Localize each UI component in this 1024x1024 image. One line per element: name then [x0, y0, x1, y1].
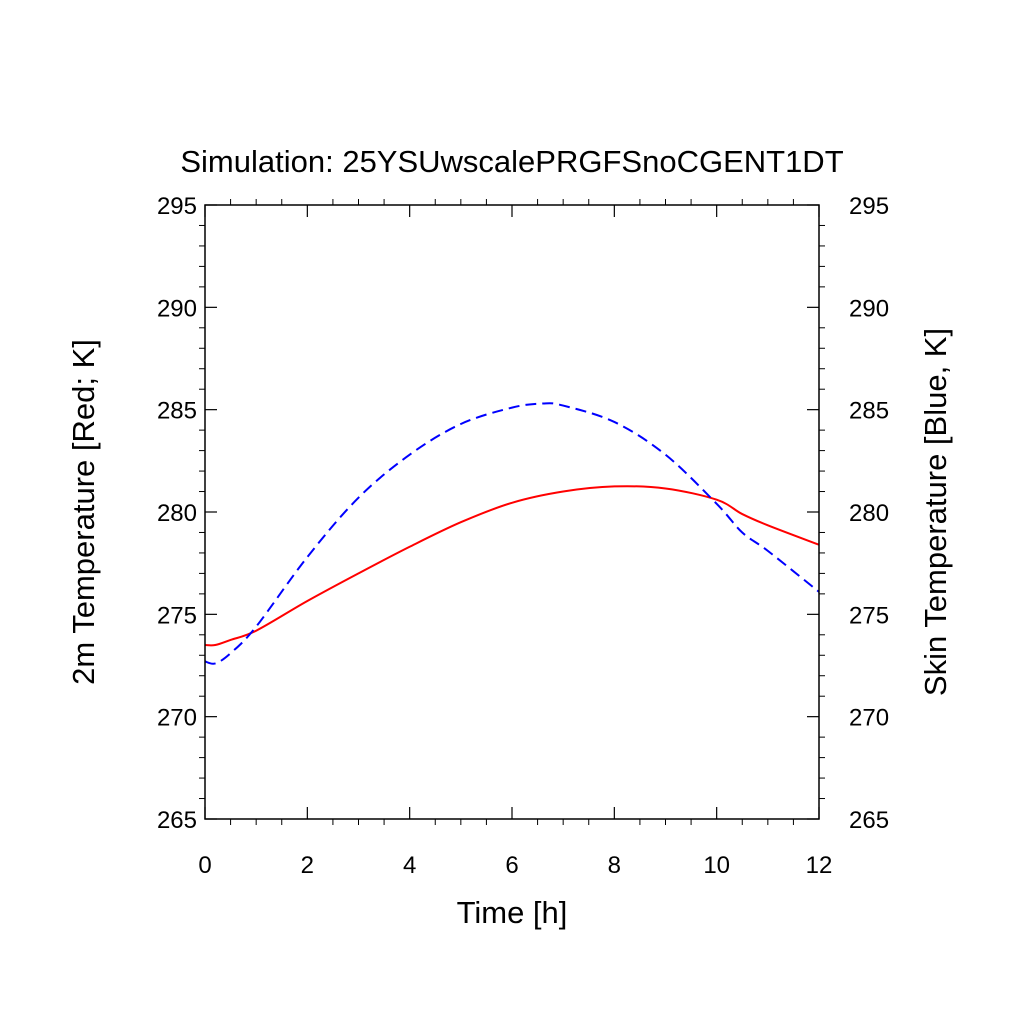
- y-right-tick-label: 295: [849, 193, 889, 220]
- series-line-red: [204, 485, 820, 647]
- series-line-blue: [204, 402, 820, 665]
- y-left-tick-label: 265: [157, 807, 197, 834]
- series-layer: [204, 402, 820, 665]
- y-right-tick-label: 280: [849, 500, 889, 527]
- y-right-tick-labels: 265 270 275 280 285 290 295: [849, 193, 889, 834]
- minor-ticks: [199, 199, 825, 825]
- y-left-tick-label: 270: [157, 705, 197, 732]
- y-left-tick-label: 280: [157, 500, 197, 527]
- y-left-tick-label: 290: [157, 295, 197, 322]
- y-left-tick-labels: 265 270 275 280 285 290 295: [157, 193, 197, 834]
- y-right-axis-title: Skin Temperature [Blue, K]: [918, 328, 953, 696]
- major-ticks: [204, 204, 820, 820]
- x-tick-label: 4: [403, 852, 416, 879]
- y-right-tick-label: 265: [849, 807, 889, 834]
- y-right-tick-label: 290: [849, 295, 889, 322]
- y-left-tick-label: 275: [157, 602, 197, 629]
- x-tick-label: 12: [806, 852, 833, 879]
- y-left-tick-label: 295: [157, 193, 197, 220]
- y-left-tick-label: 285: [157, 398, 197, 425]
- plot-frame: [204, 204, 820, 820]
- y-right-tick-label: 285: [849, 398, 889, 425]
- x-tick-labels: 0 2 4 6 8 10 12: [198, 852, 832, 879]
- chart-title: Simulation: 25YSUwscalePRGFSnoCGENT1DT: [180, 144, 843, 179]
- x-tick-label: 8: [608, 852, 621, 879]
- y-right-tick-label: 275: [849, 602, 889, 629]
- x-tick-label: 0: [198, 852, 211, 879]
- x-axis-title: Time [h]: [457, 895, 568, 930]
- x-tick-label: 10: [703, 852, 730, 879]
- y-right-tick-label: 270: [849, 705, 889, 732]
- x-tick-label: 2: [301, 852, 314, 879]
- x-tick-label: 6: [505, 852, 518, 879]
- y-left-axis-title: 2m Temperature [Red; K]: [66, 339, 101, 685]
